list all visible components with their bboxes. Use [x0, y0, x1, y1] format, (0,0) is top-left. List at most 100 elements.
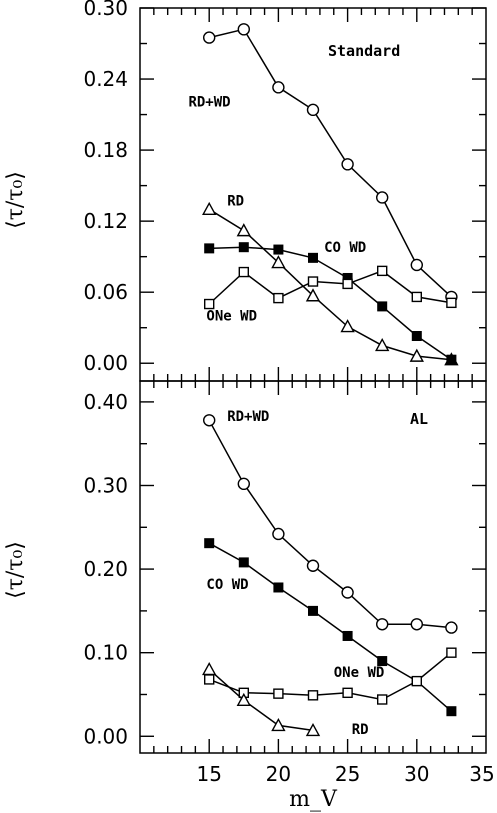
data-point-rd	[409, 348, 424, 362]
panel-label-al: AL	[410, 410, 428, 428]
data-point-one-wd	[203, 298, 215, 310]
data-point-one-wd	[446, 647, 457, 658]
series-label-co-wd: CO WD	[206, 577, 248, 593]
series-labels-al: RD+WD CO WD ONe WD RD	[206, 409, 384, 738]
panel-standard: 0.00 0.06 0.12 0.18 0.24 0.30 RD+WD RD CO WD ONe…	[3, 0, 487, 382]
y-axis-label-al: ⟨τ/τ₀⟩	[3, 541, 28, 599]
y-tick-label: 0.12	[83, 209, 128, 233]
data-point-rd-wd	[237, 477, 251, 491]
data-point-one-wd	[446, 297, 457, 309]
x-tick-label: 20	[266, 762, 291, 786]
y-tick-label: 0.00	[83, 724, 128, 748]
data-point-rd	[202, 201, 217, 216]
data-point-one-wd	[273, 292, 284, 304]
data-point-one-wd	[342, 278, 353, 290]
data-point-rd	[340, 319, 355, 333]
series-al	[202, 414, 458, 737]
data-point-rd	[271, 717, 286, 732]
data-point-co-wd	[204, 538, 215, 549]
data-point-co-wd	[238, 242, 249, 253]
data-point-rd-wd	[410, 618, 423, 631]
data-point-co-wd	[377, 656, 388, 667]
data-point-co-wd	[273, 244, 284, 255]
data-point-co-wd	[308, 252, 318, 263]
data-point-co-wd	[308, 605, 318, 616]
data-point-co-wd	[411, 331, 422, 342]
data-point-rd	[236, 692, 251, 707]
data-point-rd-wd	[202, 31, 216, 44]
data-point-one-wd	[238, 266, 250, 278]
series-line-rd-wd	[208, 419, 452, 629]
data-point-one-wd	[307, 690, 319, 701]
x-tick-label: 35	[469, 762, 494, 786]
data-point-one-wd	[377, 265, 388, 277]
data-point-rd	[305, 722, 321, 737]
x-tick-label: 25	[335, 762, 360, 786]
x-tick-label: 15	[196, 762, 221, 786]
series-label-one-wd: ONe WD	[206, 309, 257, 325]
tick-labels-al: 0.00 0.10 0.20 0.30 0.40 15 20 25 30 35	[83, 390, 494, 786]
plot-frame-al	[139, 380, 487, 754]
y-tick-label: 0.30	[83, 473, 128, 497]
data-point-co-wd	[446, 354, 457, 365]
data-point-rd	[236, 223, 251, 237]
data-point-co-wd	[204, 243, 215, 254]
data-point-co-wd	[342, 630, 353, 641]
series-line-rd	[208, 668, 314, 732]
data-point-rd-wd	[202, 414, 216, 427]
data-point-rd-wd	[410, 258, 423, 272]
y-tick-label: 0.18	[83, 138, 128, 162]
series-line-co-wd	[209, 246, 452, 361]
data-point-one-wd	[203, 674, 215, 685]
data-point-one-wd	[411, 675, 422, 687]
series-labels-standard: RD+WD RD CO WD ONe WD	[188, 94, 366, 324]
data-point-one-wd	[377, 694, 388, 705]
data-point-rd-wd	[376, 191, 389, 204]
data-point-rd	[305, 288, 321, 302]
x-axis-label: m_V	[289, 787, 338, 812]
series-label-rd-wd: RD+WD	[227, 409, 269, 425]
series-label-rd-wd: RD+WD	[188, 94, 230, 110]
data-point-co-wd	[238, 557, 249, 568]
data-point-rd	[375, 338, 390, 352]
y-tick-label: 0.40	[83, 390, 128, 414]
y-tick-label: 0.30	[83, 0, 128, 20]
data-point-one-wd	[273, 688, 284, 699]
x-tick-label: 30	[404, 762, 429, 786]
plot-frame-standard	[139, 7, 487, 382]
panel-al: 0.00 0.10 0.20 0.30 0.40 15 20 25 30 35 RD+WD CO W…	[3, 380, 495, 786]
y-tick-label: 0.06	[83, 280, 128, 304]
series-label-co-wd: CO WD	[324, 240, 366, 256]
series-line-co-wd	[208, 542, 452, 712]
data-point-co-wd	[377, 301, 388, 312]
panel-label-standard: Standard	[328, 42, 400, 60]
data-point-rd-wd	[341, 586, 354, 599]
data-point-one-wd	[307, 276, 319, 287]
y-tick-label: 0.10	[83, 641, 128, 665]
series-line-one-wd	[208, 270, 452, 305]
ticks-al	[140, 381, 486, 753]
data-point-rd-wd	[341, 158, 354, 171]
data-point-rd-wd	[306, 559, 320, 572]
series-line-rd-wd	[209, 28, 452, 298]
ticks-standard	[140, 7, 486, 381]
data-point-co-wd	[446, 706, 457, 717]
data-point-rd-wd	[306, 103, 320, 117]
data-point-rd-wd	[237, 23, 251, 36]
series-label-rd: RD	[227, 194, 244, 210]
data-point-rd-wd	[272, 527, 285, 541]
tick-labels-standard: 0.00 0.06 0.12 0.18 0.24 0.30	[83, 0, 128, 375]
data-point-one-wd	[411, 291, 422, 303]
data-point-rd-wd	[272, 81, 285, 94]
series-line-one-wd	[208, 652, 452, 701]
data-point-one-wd	[342, 687, 353, 699]
y-axis-label-standard: ⟨τ/τ₀⟩	[3, 171, 28, 229]
data-point-rd-wd	[445, 621, 458, 634]
y-tick-label: 0.24	[83, 67, 128, 91]
y-tick-label: 0.00	[83, 351, 128, 375]
series-label-one-wd: ONe WD	[334, 665, 385, 681]
series-label-rd: RD	[352, 722, 369, 738]
data-point-rd	[271, 255, 286, 269]
series-standard	[202, 23, 459, 366]
